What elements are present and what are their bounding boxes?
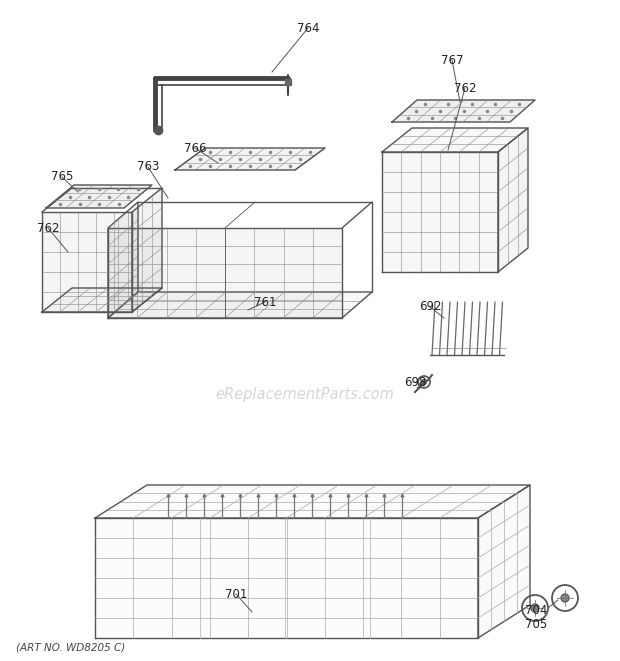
Text: 762: 762: [37, 221, 60, 235]
Text: 761: 761: [254, 295, 277, 309]
Text: 763: 763: [137, 161, 159, 173]
Text: 698: 698: [404, 375, 426, 389]
Text: eReplacementParts.com: eReplacementParts.com: [216, 387, 394, 403]
Text: 767: 767: [441, 54, 463, 67]
Polygon shape: [95, 518, 478, 638]
Polygon shape: [108, 228, 342, 318]
Text: 765: 765: [51, 171, 73, 184]
Polygon shape: [382, 128, 528, 152]
Polygon shape: [42, 212, 132, 312]
Polygon shape: [392, 100, 535, 122]
Polygon shape: [478, 485, 530, 638]
Polygon shape: [42, 288, 162, 312]
Polygon shape: [132, 188, 162, 312]
Circle shape: [561, 594, 569, 602]
Polygon shape: [382, 152, 498, 272]
Polygon shape: [498, 128, 528, 272]
Text: 766: 766: [184, 141, 206, 155]
Text: 704: 704: [525, 603, 547, 617]
Circle shape: [531, 604, 539, 612]
Text: 705: 705: [525, 619, 547, 631]
Polygon shape: [175, 148, 325, 170]
Text: 692: 692: [418, 301, 441, 313]
Polygon shape: [108, 202, 138, 318]
Text: 701: 701: [225, 588, 247, 600]
Circle shape: [422, 379, 427, 385]
Text: 764: 764: [297, 22, 319, 34]
Polygon shape: [108, 292, 372, 318]
Text: 762: 762: [454, 81, 476, 95]
Polygon shape: [95, 485, 530, 518]
Text: (ART NO. WD8205 C): (ART NO. WD8205 C): [16, 643, 125, 653]
Polygon shape: [46, 185, 152, 208]
